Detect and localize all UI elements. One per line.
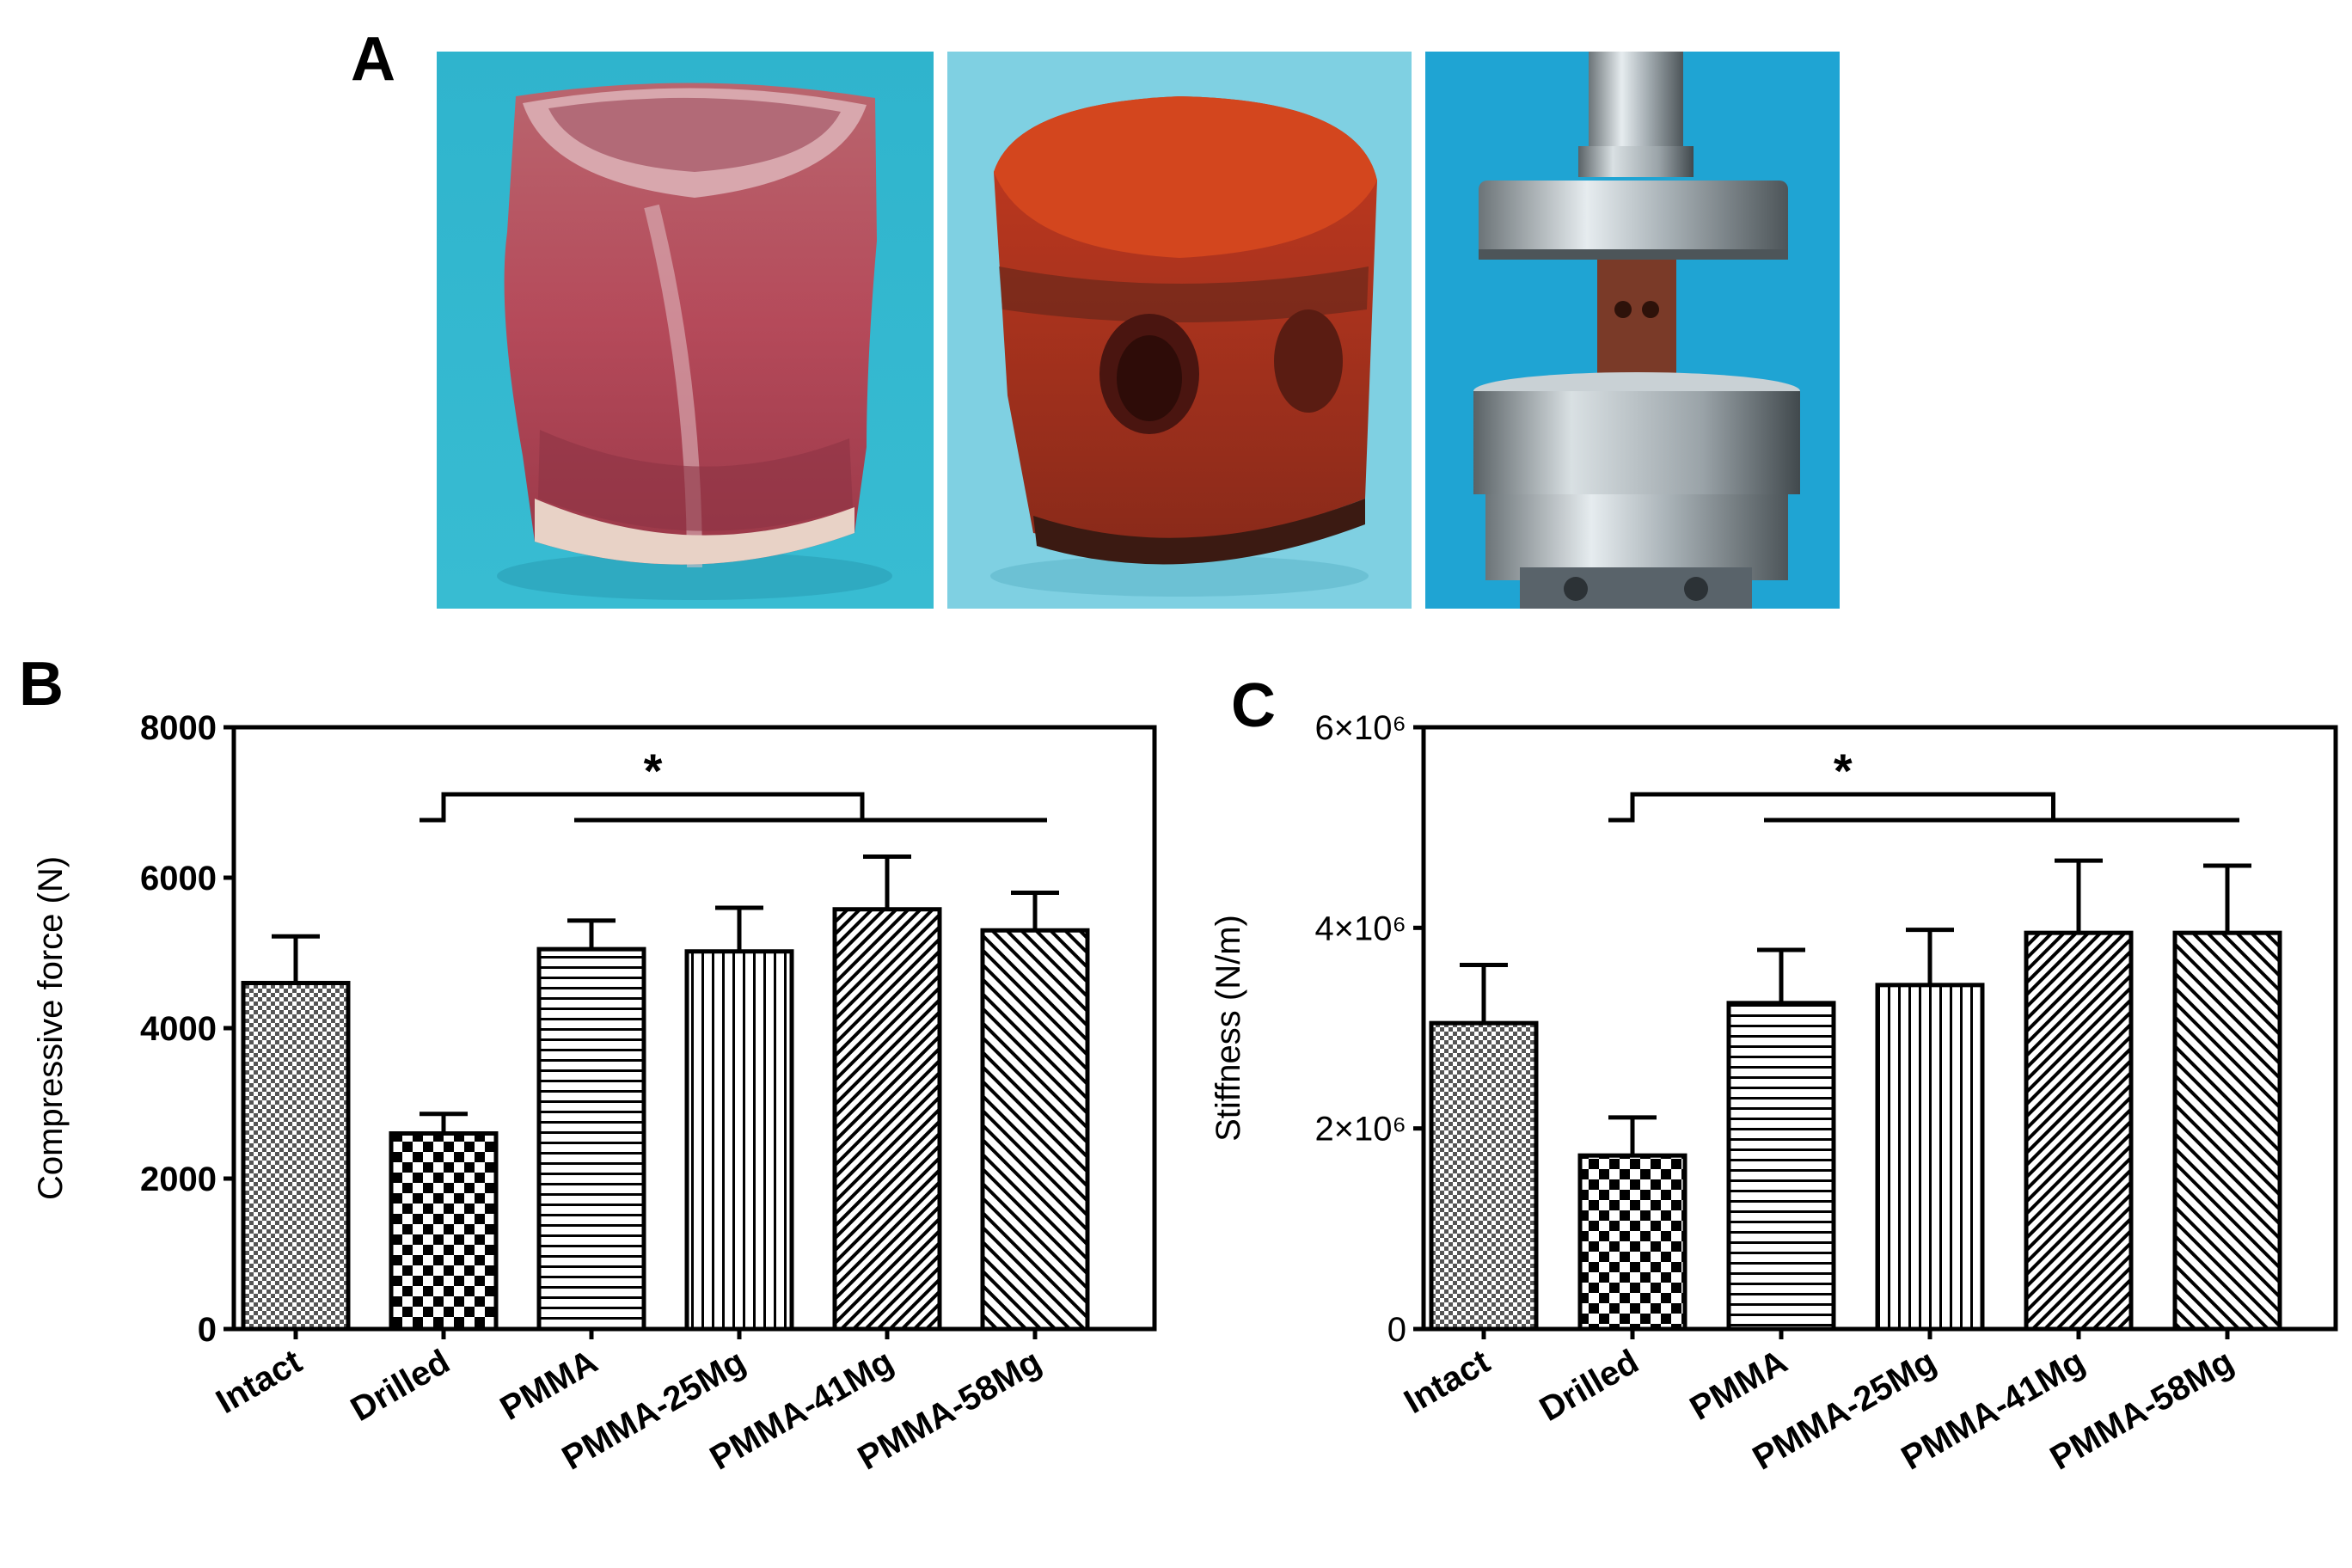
bar-rect [2024,930,2134,1332]
bar-rect [1577,1153,1687,1332]
y-tick-label: 6000 [140,860,217,897]
bar-rect [980,928,1090,1332]
category-label: Intact [1398,1343,1496,1421]
panel-label-c: C [1231,671,1276,740]
bar-intact: Intact [1398,963,1539,1421]
y-tick-label: 0 [1387,1311,1406,1349]
compressive-force-chart: 0 2000 4000 6000 8000 Compressive force (N) In… [32,709,1157,1478]
bar-rect [832,907,942,1332]
y-axis-label: Compressive force (N) [32,856,70,1200]
category-label: Drilled [345,1343,456,1429]
bar-rect [241,981,351,1332]
significance-bracket: * [1608,744,2239,823]
y-tick-label: 4×10⁶ [1314,910,1406,947]
panel-label-a: A [351,25,395,94]
category-label: PMMA [1684,1343,1794,1428]
y-tick-label: 8000 [140,709,217,747]
y-tick-label: 0 [198,1311,217,1349]
y-tick-label: 4000 [140,1010,217,1048]
bar-drilled: Drilled [345,1112,499,1429]
significance-star: * [1834,744,1853,798]
bar-rect [536,946,646,1332]
category-label: PMMA [494,1343,604,1428]
category-label: Intact [210,1343,308,1421]
intact-vertebra-photo [437,52,934,609]
y-tick-label: 2000 [140,1161,217,1198]
bar-pmma: PMMA [1684,947,1836,1428]
bar-rect [1429,1020,1539,1332]
y-axis-label: Stiffness (N/m) [1210,915,1247,1142]
category-label: Drilled [1534,1343,1645,1429]
bar-rect [2172,930,2282,1332]
y-tick-label: 6×10⁶ [1314,709,1406,747]
bar-rect [1726,1001,1836,1332]
bar-drilled: Drilled [1534,1115,1687,1429]
bar-rect [684,949,794,1332]
stiffness-chart: 0 2×10⁶ 4×10⁶ 6×10⁶ Stiffness (N/m) Intact Dri… [1210,709,2338,1478]
significance-bracket: * [420,744,1047,823]
drilled-vertebra-photo [947,52,1412,609]
significance-star: * [644,744,663,798]
y-tick-label: 2×10⁶ [1314,1111,1406,1148]
panel-label-b: B [19,650,64,719]
bar-pmma: PMMA [494,918,646,1428]
bar-rect [1875,983,1985,1332]
compression-test-photo [1425,52,1840,609]
bar-rect [389,1131,499,1332]
